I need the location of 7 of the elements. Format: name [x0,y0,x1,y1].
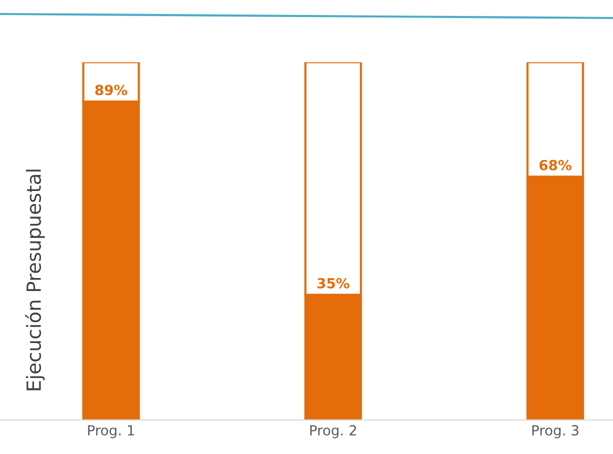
data-label: 89% [95,84,128,96]
data-label: 68% [539,160,572,170]
x-tick-label: Prog. 1 [88,425,134,438]
x-tick-label: Prog. 2 [310,425,356,438]
x-tick-label: Prog. 3 [532,425,578,438]
data-label: 35% [317,278,350,288]
y-axis-title: Ejecución Presupuestal [25,170,45,390]
